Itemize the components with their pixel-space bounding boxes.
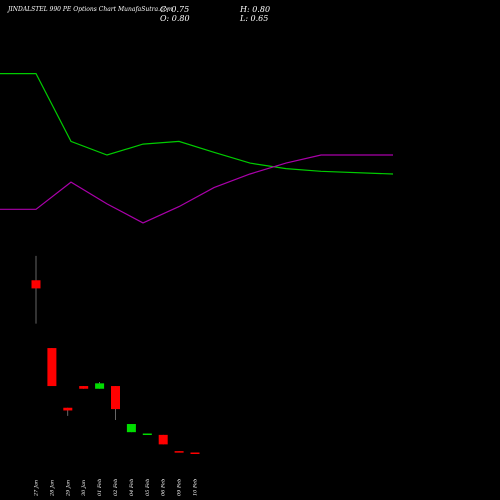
candle-body [79, 386, 89, 389]
candles [31, 255, 200, 455]
close-value: C: 0.75 [160, 5, 190, 14]
candle-body [63, 407, 73, 411]
candle-body [95, 383, 105, 389]
x-tick-label: 04 Feb [129, 479, 135, 496]
x-tick-label: 01 Feb [97, 479, 103, 496]
candle-04-feb [126, 424, 136, 433]
x-tick-label: 30 Jan [81, 480, 87, 496]
candle-28-jan [47, 348, 57, 387]
x-tick-label: 10 Feb [193, 479, 199, 496]
candle-body [126, 424, 136, 433]
candle-10-feb [190, 452, 200, 455]
x-tick-label: 29 Jan [65, 480, 71, 497]
candle-01-feb [95, 381, 105, 389]
x-tick-label: 02 Feb [113, 479, 119, 496]
purple-indicator-line [0, 154, 393, 224]
candle-02-feb [111, 386, 120, 420]
candle-body [142, 433, 152, 436]
high-value: H: 0.80 [240, 5, 271, 14]
x-tick-label: 28 Jan [49, 480, 55, 497]
x-tick-label: 09 Feb [177, 479, 183, 496]
candle-body [31, 280, 41, 289]
candle-body [174, 451, 184, 453]
candle-27-jan [31, 255, 41, 324]
green-indicator-line [0, 72, 394, 175]
candle-body [190, 452, 200, 455]
candle-29-jan [63, 407, 73, 416]
chart-title: JINDALSTEL 990 PE Options Chart MunafaSu… [8, 6, 173, 13]
low-value: L: 0.65 [240, 14, 269, 23]
x-tick-label: 27 Jan [34, 480, 40, 497]
candle-05-feb [142, 433, 152, 436]
x-tick-label: 05 Feb [145, 479, 151, 496]
open-value: O: 0.80 [160, 14, 190, 23]
candle-body [111, 386, 120, 410]
candle-body [47, 348, 57, 387]
candle-30-jan [79, 386, 89, 389]
indicator-lines [0, 72, 394, 224]
candle-09-feb [174, 451, 184, 453]
x-tick-label: 06 Feb [161, 479, 167, 496]
candle-06-feb [158, 434, 168, 445]
x-axis-ticks: 27 Jan 28 Jan 29 Jan 30 Jan 01 Feb 02 Feb 04 F… [34, 479, 199, 497]
candle-body [158, 434, 168, 445]
